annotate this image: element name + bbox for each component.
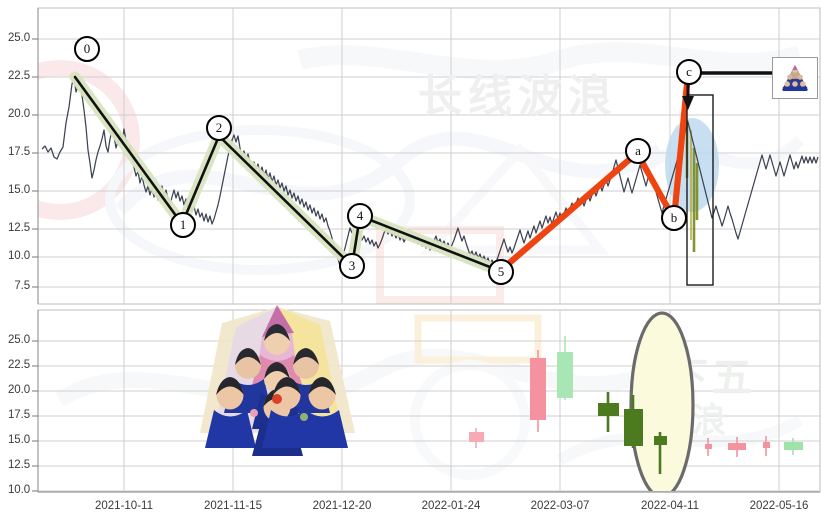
ytick-bot-6: 10.0: [8, 484, 30, 496]
yellow-ellipse-highlight: [629, 311, 695, 491]
wave-label-0[interactable]: 0: [74, 36, 100, 62]
wave-label-b[interactable]: b: [661, 205, 687, 231]
watermark-lower-text-b: 浪: [692, 402, 728, 440]
ytick-top-0: 25.0: [8, 32, 30, 44]
wave-label-5[interactable]: 5: [488, 259, 514, 285]
candle-7: [705, 438, 712, 456]
candle-3: [557, 336, 573, 400]
candlestick-series: [469, 336, 803, 474]
black-rectangle-zone: [686, 94, 714, 286]
xtick-4: 2022-03-07: [530, 500, 590, 512]
price-line: [41, 77, 819, 267]
candle-5: [624, 395, 643, 448]
xtick-3: 2022-01-24: [421, 500, 481, 512]
thumbnail-preview[interactable]: [772, 57, 818, 99]
ytick-top-2: 20.0: [8, 108, 30, 120]
xtick-6: 2022-05-16: [749, 500, 809, 512]
wave-label-1[interactable]: 1: [170, 212, 196, 238]
ytick-bot-5: 12.5: [8, 459, 30, 471]
ytick-top-4: 15.0: [8, 184, 30, 196]
pyramid-figures-thumb-icon: [775, 60, 815, 96]
wave-label-3[interactable]: 3: [339, 253, 365, 279]
candle-9: [763, 436, 770, 456]
candle-4: [598, 392, 619, 432]
ytick-bot-0: 25.0: [8, 334, 30, 346]
xtick-5: 2022-04-11: [641, 500, 699, 512]
ytick-bot-2: 20.0: [8, 384, 30, 396]
xtick-1: 2021-11-15: [204, 500, 262, 512]
impulse-wave-line: [73, 75, 502, 273]
wave-label-2[interactable]: 2: [206, 115, 232, 141]
ytick-top-5: 12.5: [8, 222, 30, 234]
wave-label-a[interactable]: a: [625, 138, 651, 164]
pyramid-figures-image: [200, 305, 355, 456]
ytick-bot-4: 15.0: [8, 434, 30, 446]
wave-label-c[interactable]: c: [676, 59, 702, 85]
candle-8: [728, 437, 746, 457]
wave-label-4[interactable]: 4: [347, 203, 373, 229]
corrective-wave-line: [496, 70, 692, 275]
xtick-2: 2021-12-20: [312, 500, 372, 512]
candle-2: [530, 350, 546, 432]
ytick-top-3: 17.5: [8, 146, 30, 158]
ytick-top-6: 10.0: [8, 250, 30, 262]
ytick-bot-1: 22.5: [8, 359, 30, 371]
ytick-top-1: 22.5: [8, 70, 30, 82]
candle-1: [469, 428, 484, 448]
ytick-top-7: 7.5: [14, 280, 30, 292]
ytick-bot-3: 17.5: [8, 409, 30, 421]
candle-10: [784, 438, 803, 455]
candle-6: [654, 432, 667, 474]
xtick-0: 2021-10-11: [95, 500, 153, 512]
watermark-main-text: 长线波浪: [418, 72, 618, 121]
